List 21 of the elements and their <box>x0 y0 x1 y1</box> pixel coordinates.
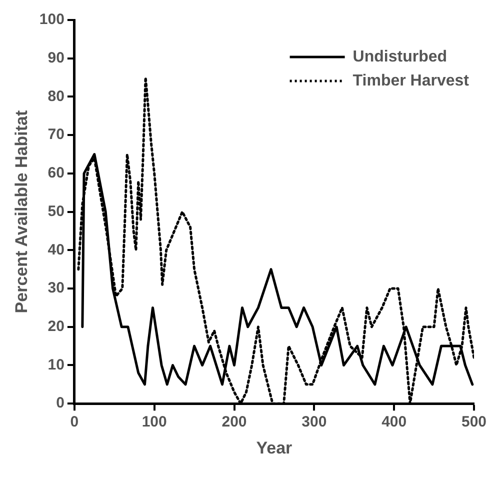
y-tick-label: 30 <box>48 280 64 297</box>
y-tick-label: 50 <box>48 202 64 220</box>
y-tick-label: 10 <box>48 356 64 374</box>
x-tick-label: 500 <box>461 414 487 431</box>
x-tick-label: 200 <box>222 414 247 431</box>
legend-label: Timber Harvest <box>352 72 470 90</box>
y-tick-label: 0 <box>56 394 64 412</box>
y-tick-label: 100 <box>39 11 64 28</box>
y-tick-label: 70 <box>48 126 64 144</box>
y-tick-label: 90 <box>48 50 64 66</box>
y-tick-label: 40 <box>48 241 64 258</box>
y-axis-title: Percent Available Habitat <box>12 110 31 314</box>
y-tick-label: 20 <box>48 318 64 336</box>
y-tick-label: 80 <box>48 88 64 105</box>
x-tick-label: 400 <box>382 414 407 431</box>
y-tick-label: 60 <box>48 164 64 182</box>
x-tick-label: 0 <box>70 414 79 431</box>
x-tick-label: 100 <box>142 414 167 431</box>
legend-label: Undisturbed <box>352 48 448 66</box>
x-axis-title: Year <box>256 438 293 458</box>
x-tick-label: 300 <box>302 414 327 431</box>
